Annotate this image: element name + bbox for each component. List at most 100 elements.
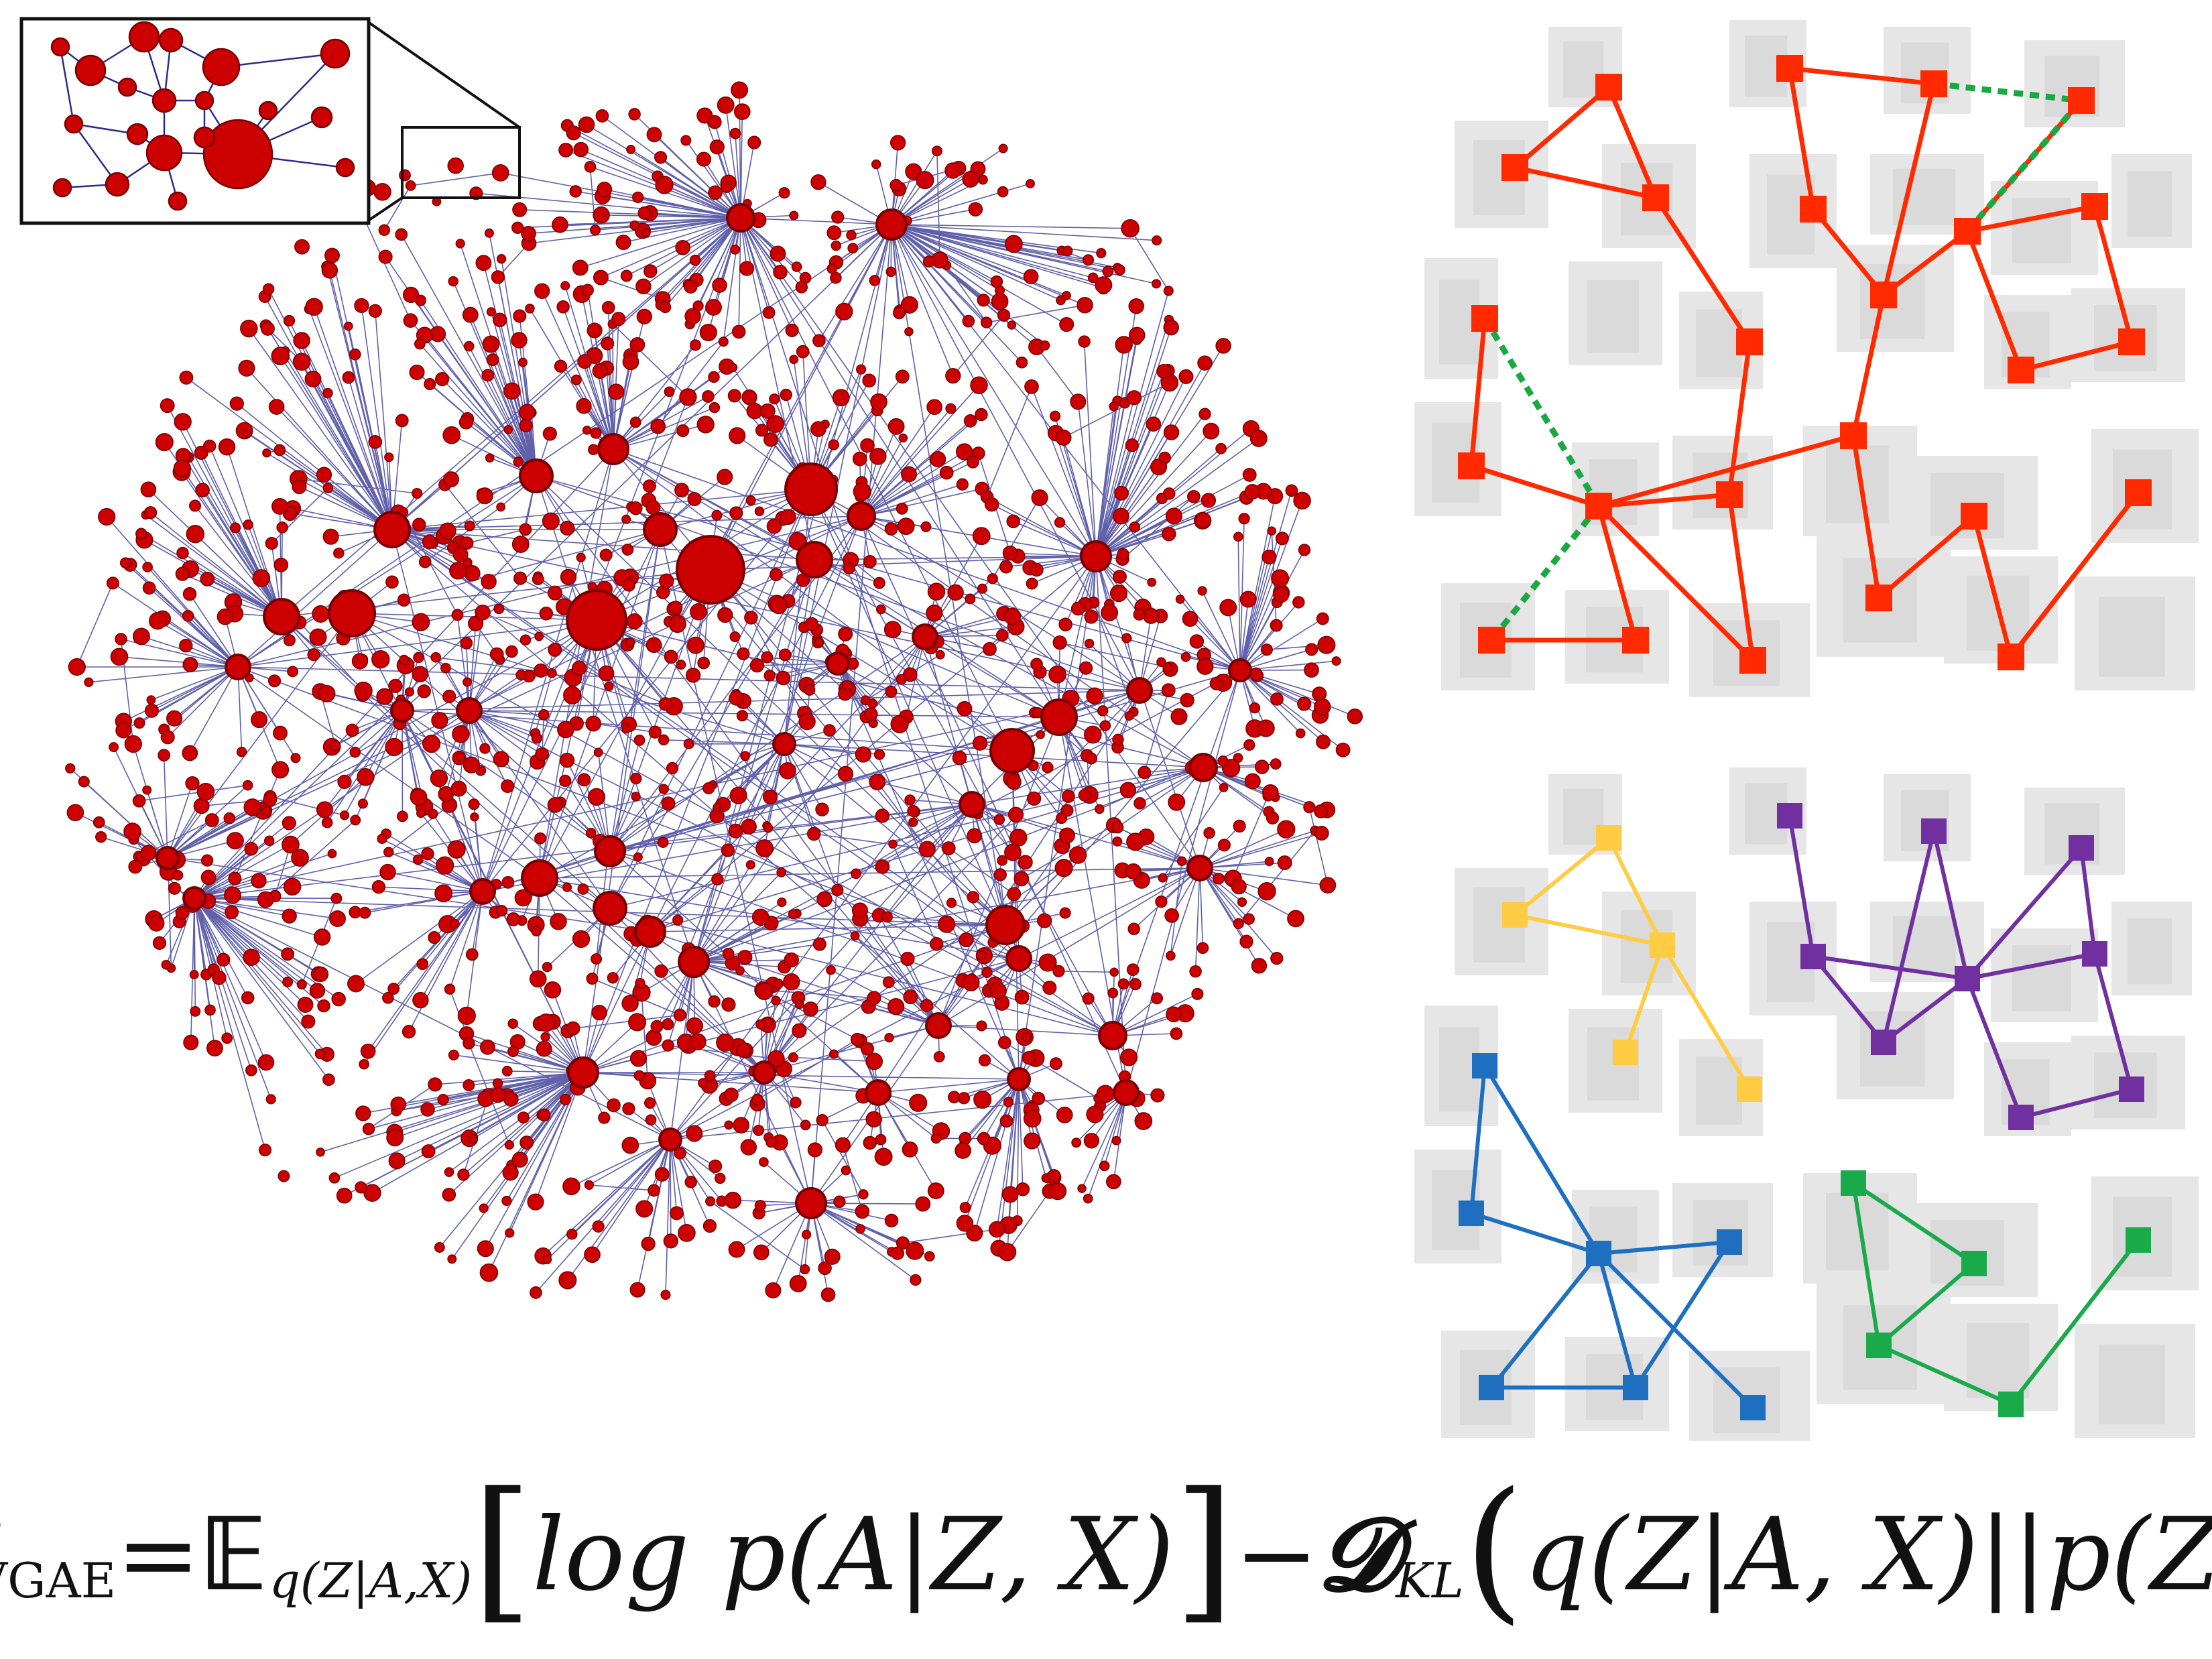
inset-node: [158, 27, 184, 53]
network-node: [566, 125, 581, 141]
network-node: [355, 1181, 367, 1194]
network-node: [481, 574, 497, 590]
network-node: [776, 867, 787, 877]
network-node: [1037, 913, 1052, 928]
network-node: [831, 210, 845, 224]
network-node: [517, 1111, 530, 1124]
network-node: [1127, 922, 1140, 936]
network-node: [570, 374, 582, 385]
network-node: [336, 1187, 353, 1204]
cluster-edge: [1965, 977, 2023, 1119]
network-node: [1030, 562, 1044, 577]
network-node: [1121, 633, 1132, 643]
network-node: [1097, 705, 1109, 717]
network-node: [744, 611, 758, 625]
network-node: [1084, 609, 1099, 624]
network-node: [818, 1261, 832, 1276]
network-node: [1264, 857, 1274, 867]
network-node: [1231, 878, 1247, 895]
network-node: [620, 269, 633, 282]
network-node: [175, 906, 189, 920]
network-node: [890, 715, 909, 733]
network-node: [1176, 856, 1187, 867]
network-node: [908, 817, 918, 827]
network-node: [527, 1193, 544, 1211]
network-node: [659, 301, 672, 314]
network-node: [1032, 1091, 1046, 1105]
network-node: [900, 296, 918, 314]
hub-node: [847, 501, 876, 531]
network-node: [1026, 791, 1042, 806]
network-node: [263, 792, 278, 807]
network-node: [1197, 355, 1213, 371]
network-node: [970, 376, 988, 394]
network-node: [1083, 725, 1102, 744]
network-node: [696, 151, 712, 167]
hub-node: [875, 208, 908, 241]
network-node: [956, 478, 969, 491]
graph-edge: [1514, 165, 1656, 200]
network-node: [190, 1005, 201, 1017]
network-node: [716, 1033, 735, 1052]
photo-thumbnail: [1548, 27, 1622, 107]
network-node: [552, 216, 568, 233]
network-node: [1070, 393, 1087, 410]
network-node: [1146, 416, 1162, 432]
network-node: [888, 839, 898, 849]
network-node: [705, 1196, 716, 1207]
network-node: [359, 906, 371, 919]
network-node: [486, 353, 499, 367]
hub-node: [566, 589, 627, 651]
network-node: [312, 605, 330, 623]
network-node: [629, 220, 640, 231]
network-node: [721, 997, 736, 1012]
network-node: [699, 323, 717, 342]
network-node: [1187, 490, 1201, 503]
network-node: [763, 670, 776, 682]
network-node: [463, 341, 475, 352]
network-node: [938, 915, 956, 933]
network-node: [439, 522, 456, 540]
network-node: [1059, 907, 1071, 919]
network-node: [505, 1228, 515, 1238]
inset-node: [151, 88, 177, 113]
network-node: [751, 908, 770, 926]
network-node: [1275, 532, 1289, 546]
network-node: [778, 187, 790, 199]
hub-node: [1228, 658, 1252, 682]
network-node: [339, 810, 350, 820]
network-node: [1189, 634, 1205, 649]
network-node: [428, 808, 438, 819]
network-node: [642, 479, 656, 493]
network-node: [1163, 286, 1174, 296]
network-node: [354, 298, 369, 314]
network-node: [892, 306, 906, 320]
network-node: [668, 615, 686, 633]
network-node: [838, 626, 853, 641]
network-node: [1077, 1184, 1087, 1193]
network-node: [957, 700, 973, 717]
network-node: [770, 597, 788, 615]
network-node: [182, 610, 194, 622]
graph-node: [1642, 184, 1669, 211]
network-node: [257, 891, 274, 908]
network-node: [846, 230, 857, 241]
zoom-connector-line: [366, 20, 521, 129]
network-node: [1048, 665, 1066, 684]
network-node: [1087, 272, 1099, 284]
network-node: [486, 307, 496, 317]
cluster-edge: [2009, 1239, 2140, 1406]
network-node: [386, 1129, 404, 1147]
cluster-node: [2008, 1105, 2034, 1130]
network-node: [491, 270, 505, 284]
network-node: [804, 617, 819, 631]
photo-subject: [2012, 945, 2071, 1011]
network-node: [1304, 662, 1319, 678]
network-node: [1151, 992, 1164, 1005]
network-node: [458, 415, 474, 430]
network-node: [814, 637, 824, 647]
network-node: [578, 116, 595, 133]
network-node: [304, 371, 322, 387]
network-node: [654, 964, 668, 978]
kl-symbol: 𝓓: [1318, 1495, 1396, 1613]
